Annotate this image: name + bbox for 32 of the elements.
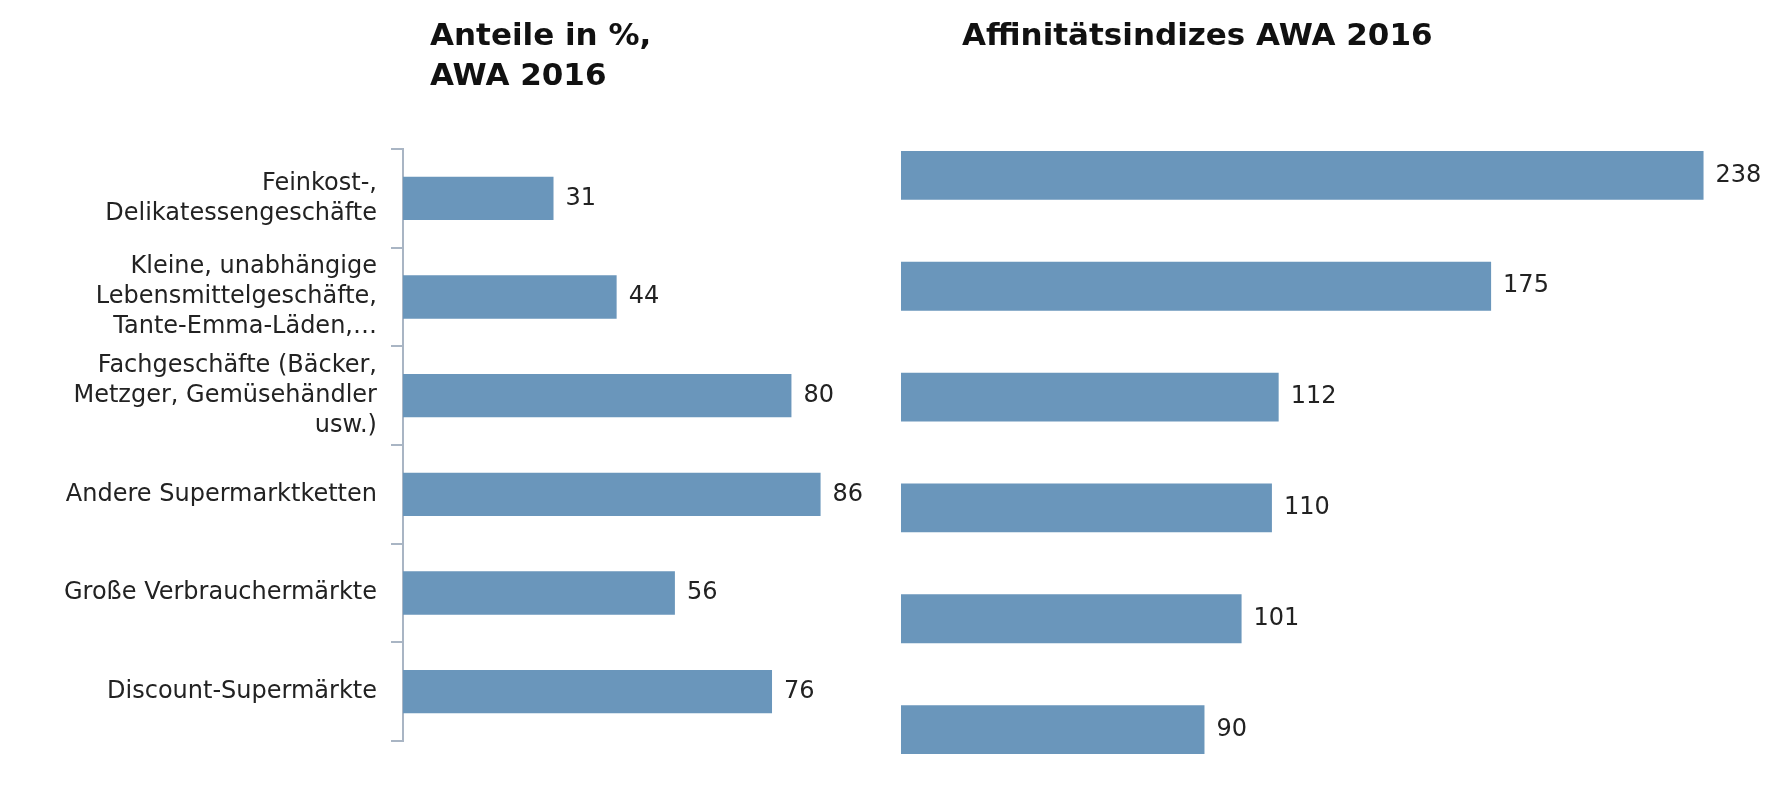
y-tick-label: Große Verbrauchermärkte bbox=[64, 577, 377, 606]
data-label: 101 bbox=[1253, 602, 1300, 631]
bar bbox=[901, 594, 1242, 644]
bar bbox=[402, 571, 675, 615]
bar bbox=[901, 483, 1272, 533]
chart-title: Anteile in %, AWA 2016 bbox=[430, 15, 653, 94]
data-label: 175 bbox=[1503, 270, 1549, 299]
bar bbox=[402, 472, 821, 517]
data-label: 86 bbox=[832, 478, 864, 507]
y-tick-label: Discount-Supermärkte bbox=[107, 675, 377, 704]
data-label: 76 bbox=[784, 675, 815, 704]
y-tick-label: Andere Supermarktketten bbox=[65, 478, 377, 507]
bar bbox=[901, 705, 1205, 754]
data-label: 80 bbox=[803, 379, 834, 408]
bar bbox=[901, 372, 1279, 422]
bar bbox=[901, 151, 1704, 200]
bar bbox=[402, 176, 554, 221]
data-label: 112 bbox=[1290, 381, 1337, 410]
data-label: 44 bbox=[628, 281, 660, 310]
y-tick-label: Feinkost-, Delikatessengeschäfte bbox=[105, 167, 377, 226]
chart-title: Affinitätsindizes AWA 2016 bbox=[962, 15, 1434, 54]
bar bbox=[402, 669, 773, 714]
data-label: 56 bbox=[686, 577, 718, 606]
bar bbox=[901, 261, 1492, 311]
y-tick-label: Kleine, unabhängige Lebensmittelgeschäfte, Tante-Emma-Läden,… bbox=[95, 251, 377, 340]
data-label: 31 bbox=[565, 182, 597, 211]
data-label: 90 bbox=[1216, 713, 1248, 742]
data-label: 238 bbox=[1715, 159, 1762, 188]
bar bbox=[402, 373, 792, 418]
y-tick-label: Fachgeschäfte (Bäcker, Metzger, Gemüsehändler usw.) bbox=[73, 349, 378, 438]
bar bbox=[402, 275, 617, 319]
data-label: 110 bbox=[1283, 492, 1330, 521]
